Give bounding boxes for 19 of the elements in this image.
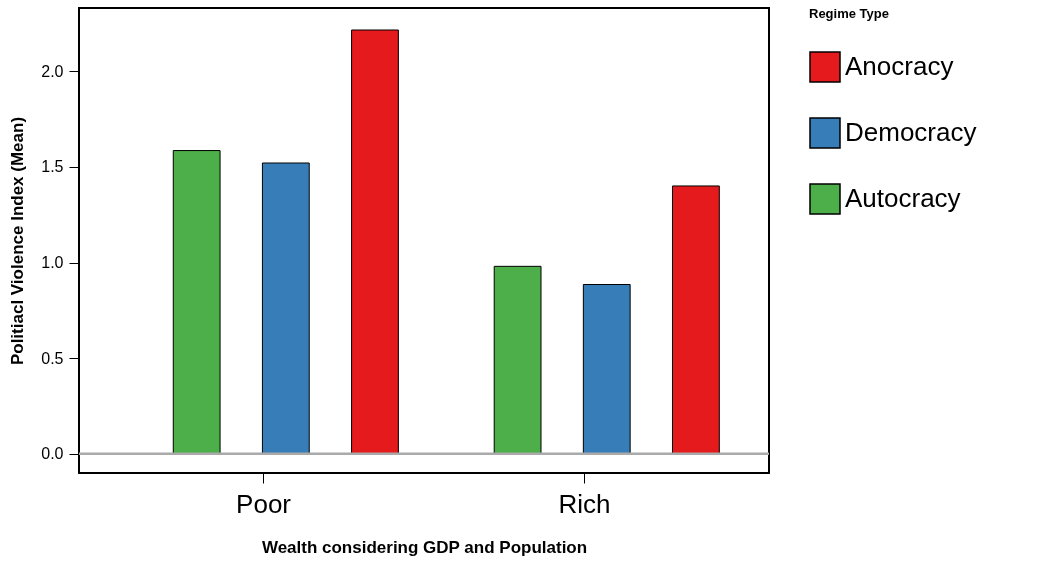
bar xyxy=(582,284,631,455)
x-axis-title: Wealth considering GDP and Population xyxy=(261,537,588,557)
bar xyxy=(672,185,720,455)
bar xyxy=(351,29,399,455)
x-tick-label: Rich xyxy=(558,488,611,519)
y-axis-title: Politiacl Violence Index (Mean) xyxy=(8,116,28,366)
y-tick-label: 0.5 xyxy=(41,349,64,367)
x-tick-label: Poor xyxy=(236,488,292,519)
bar xyxy=(172,150,221,455)
legend-label: Autocracy xyxy=(845,183,961,213)
bar xyxy=(493,265,542,455)
legend-label: Anocracy xyxy=(845,51,954,81)
bar xyxy=(261,162,310,455)
y-tick-label: 1.5 xyxy=(41,158,64,176)
y-tick-label: 2.0 xyxy=(41,62,64,80)
legend-label: Democracy xyxy=(845,117,977,147)
legend-title: Regime Type xyxy=(809,6,889,21)
y-tick-label: 0.0 xyxy=(41,445,64,463)
y-tick-label: 1.0 xyxy=(41,254,64,272)
